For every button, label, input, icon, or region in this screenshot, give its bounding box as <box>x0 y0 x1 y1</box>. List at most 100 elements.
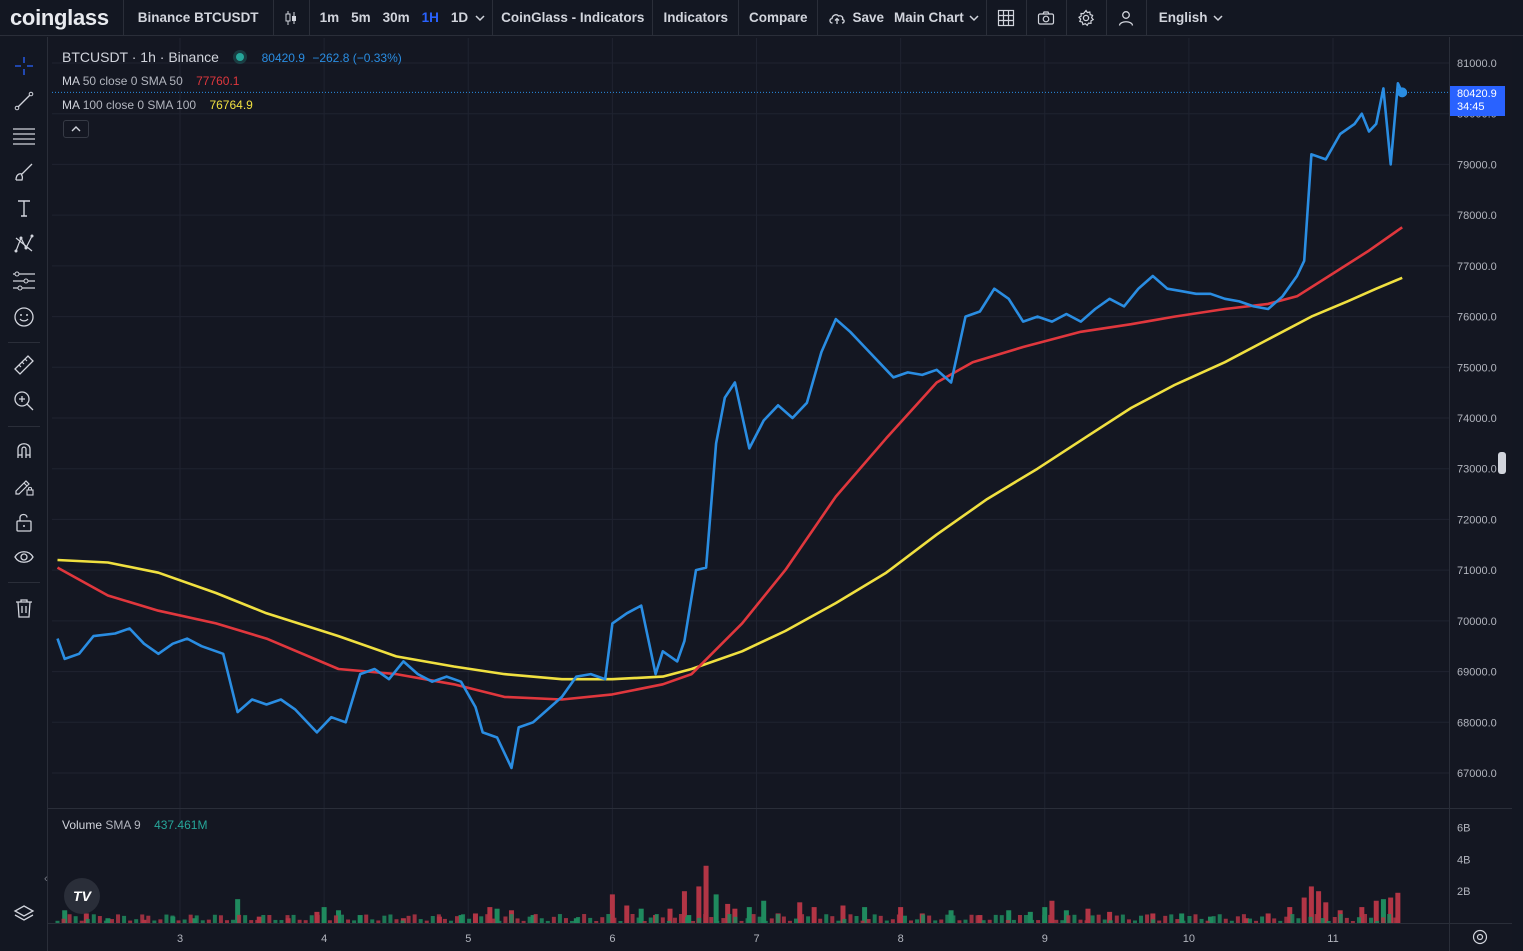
symbol-search-button[interactable]: Binance BTCUSDT <box>124 0 274 36</box>
fib-retracement-icon[interactable] <box>9 121 39 151</box>
chart-background <box>48 37 1523 951</box>
volume-bar <box>1011 919 1016 923</box>
timeframe-1h[interactable]: 1H <box>421 10 439 25</box>
volume-bar <box>685 917 690 923</box>
volume-bar <box>1302 920 1307 923</box>
ma100-legend[interactable]: MA 100 close 0 SMA 100 76764.9 <box>62 98 253 112</box>
volume-bar <box>97 916 102 923</box>
timeframe-30m[interactable]: 30m <box>382 10 410 25</box>
volume-bar <box>448 920 453 923</box>
price-tick-label: 79000.0 <box>1457 159 1497 171</box>
volume-bar <box>273 919 278 923</box>
trend-line-icon[interactable] <box>9 86 39 116</box>
forecast-icon[interactable] <box>9 266 39 296</box>
language-select[interactable]: English <box>1158 10 1208 25</box>
volume-bar <box>557 914 562 923</box>
price-tick-label: 77000.0 <box>1457 261 1497 273</box>
volume-bar <box>458 915 464 923</box>
save-button[interactable]: Save <box>852 10 884 25</box>
ruler-icon[interactable] <box>9 350 39 380</box>
price-tick-label: 67000.0 <box>1457 768 1497 780</box>
cloud-save-icon[interactable] <box>818 0 850 36</box>
magnet-icon[interactable] <box>9 435 39 465</box>
layout-chevron-down-icon[interactable] <box>968 0 987 36</box>
ma100-params: 100 close 0 SMA 100 <box>82 98 197 112</box>
volume-bar <box>455 916 460 923</box>
volume-bar <box>697 917 702 923</box>
volume-bar <box>1042 915 1047 923</box>
volume-bar <box>1181 920 1186 923</box>
price-tick-label: 81000.0 <box>1457 58 1497 70</box>
volume-bar <box>1314 914 1319 923</box>
volume-bar <box>509 914 514 923</box>
lock-pencil-icon[interactable] <box>9 471 39 501</box>
scroll-handle-icon[interactable] <box>1498 452 1506 474</box>
time-tick-label: 7 <box>753 933 759 945</box>
volume-bar <box>515 918 520 923</box>
camera-icon[interactable] <box>1027 0 1067 36</box>
volume-bar <box>1049 900 1055 923</box>
timeframe-5m[interactable]: 5m <box>351 10 371 25</box>
volume-bar <box>530 915 536 923</box>
indicators-button[interactable]: Indicators <box>653 0 739 36</box>
grid-layout-icon[interactable] <box>987 0 1027 36</box>
trash-icon[interactable] <box>9 593 39 623</box>
volume-bar <box>146 915 151 923</box>
volume-bar <box>606 914 611 923</box>
volume-bar <box>1193 914 1198 923</box>
volume-bar <box>406 915 411 923</box>
timeframe-1d[interactable]: 1D <box>450 10 469 25</box>
gear-icon[interactable] <box>1067 0 1107 36</box>
brush-icon[interactable] <box>9 157 39 187</box>
volume-bar <box>638 908 644 923</box>
volume-bar <box>1006 910 1012 923</box>
candlestick-icon[interactable] <box>274 0 310 36</box>
unlock-icon[interactable] <box>9 507 39 537</box>
pattern-icon[interactable] <box>9 229 39 259</box>
volume-bar <box>73 916 78 923</box>
volume-legend[interactable]: Volume SMA 9 437.461M <box>62 818 207 832</box>
text-icon[interactable] <box>9 193 39 223</box>
chevron-down-icon[interactable] <box>474 0 494 36</box>
emoji-icon[interactable] <box>9 302 39 332</box>
volume-bar <box>158 919 163 923</box>
user-icon[interactable] <box>1107 0 1147 36</box>
time-axis-settings-icon[interactable] <box>1472 929 1488 948</box>
price-line <box>56 82 1404 770</box>
collapse-sidebar-arrow-icon[interactable]: ‹ <box>44 873 48 885</box>
collapse-legend-button[interactable] <box>63 120 89 138</box>
volume-bar <box>703 914 708 923</box>
zoom-in-icon[interactable] <box>9 386 39 416</box>
crosshair-icon[interactable] <box>9 51 39 81</box>
timeframe-1m[interactable]: 1m <box>319 10 340 25</box>
last-price-dot <box>1397 87 1408 98</box>
chart-legend: BTCUSDT · 1h · Binance 80420.9 −262.8 (−… <box>62 49 402 65</box>
tradingview-logo[interactable]: TV <box>64 878 100 914</box>
layers-icon[interactable] <box>9 899 39 929</box>
volume-bar <box>1235 916 1240 923</box>
coinglass-logo[interactable]: coinglass <box>0 0 124 36</box>
volume-bar <box>497 920 502 923</box>
volume-bar <box>733 916 738 923</box>
volume-bar <box>981 920 986 923</box>
volume-bar <box>339 914 344 923</box>
volume-bar <box>55 920 60 923</box>
volume-bar <box>1320 918 1325 923</box>
legend-symbol-title[interactable]: BTCUSDT · 1h · Binance <box>62 49 219 65</box>
volume-bar <box>727 914 732 923</box>
volume-bar <box>1308 886 1314 923</box>
eye-icon[interactable] <box>9 542 39 572</box>
volume-bar <box>551 916 556 923</box>
volume-bar <box>1139 915 1144 923</box>
volume-bar <box>630 914 635 923</box>
language-chevron-down-icon[interactable] <box>1212 0 1224 36</box>
price-tick-label: 68000.0 <box>1457 717 1497 729</box>
volume-bar <box>1072 914 1077 923</box>
volume-label: Volume <box>62 818 103 832</box>
indicator-template-button[interactable]: CoinGlass - Indicators <box>493 0 654 36</box>
ma50-legend[interactable]: MA 50 close 0 SMA 50 77760.1 <box>62 74 239 88</box>
volume-bar <box>388 914 393 923</box>
compare-button[interactable]: Compare <box>739 0 819 36</box>
layout-name[interactable]: Main Chart <box>894 10 964 25</box>
